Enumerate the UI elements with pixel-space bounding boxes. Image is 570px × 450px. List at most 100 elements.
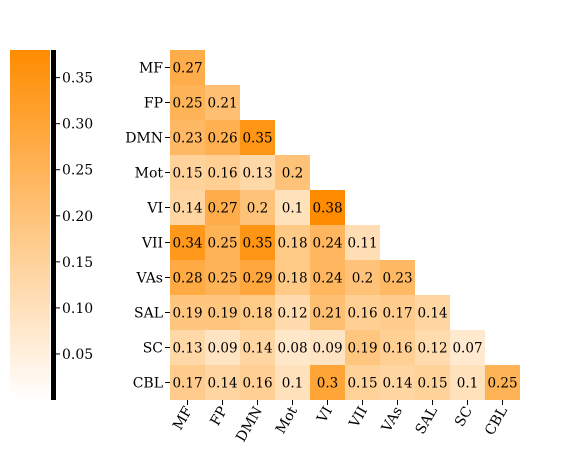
cell-value-label: 0.11	[347, 236, 377, 252]
y-tick-label: MF	[139, 61, 163, 77]
heatmap-cell	[310, 225, 345, 260]
heatmap-cell	[240, 120, 275, 155]
y-tick-label: VI	[146, 201, 163, 217]
colorbar-tick-label: 0.35	[62, 71, 93, 87]
cell-value-label: 0.26	[207, 131, 237, 147]
x-axis-labels: MF FP DMN Mot VI VII VAs SAL SC CBL	[170, 400, 511, 445]
heatmap-cell	[380, 260, 415, 295]
cell-value-label: 0.19	[347, 341, 377, 357]
y-axis-labels: MF FP DMN Mot VI VII VAs SAL SC CBL	[125, 61, 170, 392]
heatmap-cell	[205, 330, 240, 365]
heatmap-cell	[240, 295, 275, 330]
heatmap-cell	[415, 330, 450, 365]
heatmap-cell	[170, 260, 205, 295]
heatmap-cell	[240, 330, 275, 365]
colorbar-gradient	[10, 50, 50, 400]
y-tick-label: Mot	[135, 166, 164, 182]
heatmap-cell	[275, 365, 310, 400]
colorbar-tick-label: 0.30	[62, 117, 93, 133]
cell-value-label: 0.12	[277, 306, 307, 322]
heatmap-cell	[205, 155, 240, 190]
heatmap-cell	[275, 190, 310, 225]
x-tick-label: VAs	[378, 404, 406, 436]
heatmap-cell	[345, 365, 380, 400]
cell-value-label: 0.35	[242, 236, 272, 252]
heatmap-cell	[415, 365, 450, 400]
cell-value-label: 0.25	[487, 376, 517, 392]
cell-value-label: 0.15	[172, 166, 202, 182]
cell-value-label: 0.21	[312, 306, 342, 322]
heatmap-cell	[170, 365, 205, 400]
heatmap-cell	[345, 330, 380, 365]
cell-value-label: 0.27	[172, 61, 202, 77]
x-tick-label: FP	[208, 404, 231, 429]
cell-value-label: 0.3	[317, 376, 338, 392]
cell-value-label: 0.16	[382, 341, 412, 357]
x-tick-label: DMN	[233, 404, 266, 445]
heatmap-cell	[345, 225, 380, 260]
heatmap-cell	[275, 260, 310, 295]
heatmap-cell	[205, 365, 240, 400]
heatmap-cell	[310, 260, 345, 295]
cell-value-label: 0.12	[417, 341, 447, 357]
heatmap-cell	[205, 190, 240, 225]
heatmap-cell	[380, 330, 415, 365]
x-tick-label: SC	[452, 404, 476, 430]
heatmap-cell	[275, 330, 310, 365]
cell-value-label: 0.14	[207, 376, 237, 392]
x-tick-label: SAL	[413, 404, 441, 437]
heatmap-cell	[310, 330, 345, 365]
heatmap-cell	[240, 260, 275, 295]
cell-value-label: 0.07	[452, 341, 482, 357]
heatmap-cell	[170, 190, 205, 225]
cell-value-label: 0.1	[282, 201, 303, 217]
heatmap-cell	[170, 50, 205, 85]
cell-value-label: 0.09	[312, 341, 342, 357]
cell-value-label: 0.25	[172, 96, 202, 112]
cell-value-label: 0.28	[172, 271, 202, 287]
y-tick-label: DMN	[125, 131, 163, 147]
cell-value-label: 0.24	[312, 236, 342, 252]
cell-value-label: 0.14	[172, 201, 202, 217]
colorbar-tick-label: 0.10	[62, 301, 93, 317]
cell-value-label: 0.15	[417, 376, 447, 392]
y-tick-label: VII	[141, 236, 163, 252]
x-tick-label: Mot	[273, 404, 301, 437]
cell-value-label: 0.25	[207, 271, 237, 287]
heatmap-cell	[345, 295, 380, 330]
heatmap-cell	[170, 330, 205, 365]
cell-value-label: 0.38	[312, 201, 342, 217]
heatmap-cell	[240, 365, 275, 400]
heatmap-cell	[275, 295, 310, 330]
heatmap-cell	[450, 330, 485, 365]
cell-value-label: 0.24	[312, 271, 342, 287]
cell-value-label: 0.25	[207, 236, 237, 252]
cell-value-label: 0.16	[242, 376, 272, 392]
heatmap-cell	[275, 155, 310, 190]
heatmap-cell	[240, 155, 275, 190]
heatmap-cell	[380, 365, 415, 400]
cell-value-label: 0.08	[277, 341, 307, 357]
cell-value-label: 0.34	[172, 236, 202, 252]
cell-value-label: 0.19	[207, 306, 237, 322]
cell-value-label: 0.17	[382, 306, 412, 322]
heatmap-cell	[170, 225, 205, 260]
heatmap-cell	[415, 295, 450, 330]
y-tick-label: SAL	[134, 306, 163, 322]
cell-value-label: 0.15	[347, 376, 377, 392]
heatmap-cell	[170, 295, 205, 330]
x-tick-label: VII	[346, 404, 371, 431]
colorbar: 0.05 0.10 0.15 0.20 0.25 0.30 0.35	[10, 50, 93, 400]
heatmap-cell	[310, 295, 345, 330]
cell-value-label: 0.18	[277, 271, 307, 287]
cell-value-label: 0.35	[242, 131, 272, 147]
heatmap-cell	[310, 365, 345, 400]
cell-value-label: 0.13	[172, 341, 202, 357]
heatmap-cell	[310, 190, 345, 225]
cell-value-label: 0.1	[282, 376, 303, 392]
cell-value-label: 0.19	[172, 306, 202, 322]
heatmap-cell	[345, 260, 380, 295]
cell-value-label: 0.29	[242, 271, 272, 287]
heatmap-cells: 0.27 0.25 0.21 0.23 0.26 0.35 0.15 0.16 0.13 0.2 0…	[170, 50, 520, 400]
y-tick-label: CBL	[133, 376, 163, 392]
